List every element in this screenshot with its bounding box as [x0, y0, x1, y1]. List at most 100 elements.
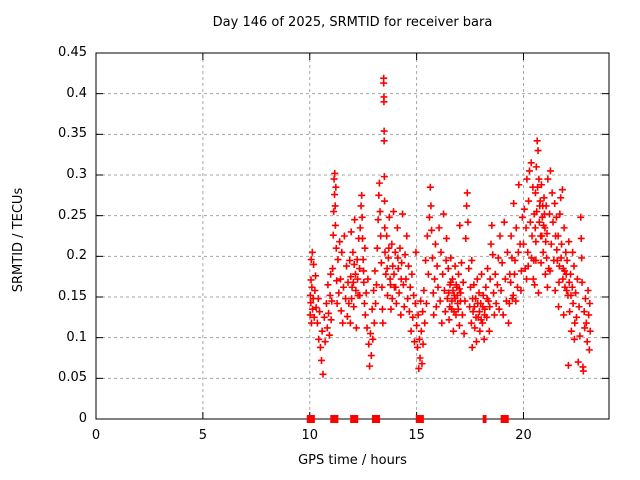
data-point — [331, 169, 339, 177]
data-point — [517, 286, 525, 294]
data-point — [331, 191, 339, 199]
data-point — [380, 173, 388, 181]
x-tick-label: 15 — [408, 428, 425, 443]
y-tick-label: 0 — [78, 411, 87, 426]
data-point — [564, 361, 572, 369]
data-point — [477, 316, 485, 324]
data-point — [393, 224, 401, 232]
data-point — [573, 275, 581, 283]
data-point — [381, 248, 389, 256]
data-point — [541, 224, 549, 232]
data-point — [577, 213, 585, 221]
data-point — [482, 283, 490, 291]
data-point — [329, 231, 337, 239]
data-point — [472, 338, 480, 346]
data-point — [319, 370, 327, 378]
data-point — [476, 327, 484, 335]
data-point — [554, 232, 562, 240]
data-point — [549, 218, 557, 226]
data-point — [415, 365, 423, 373]
data-point — [581, 295, 589, 303]
data-point — [399, 210, 407, 218]
data-point — [569, 248, 577, 256]
y-tick-label: 0.1 — [66, 329, 87, 345]
data-point — [582, 319, 590, 327]
data-point — [463, 202, 471, 210]
data-point — [425, 213, 433, 221]
data-point — [307, 299, 315, 307]
data-point — [522, 275, 530, 283]
data-point — [360, 278, 368, 286]
data-point — [557, 194, 565, 202]
data-point — [462, 234, 470, 242]
data-point — [318, 356, 326, 364]
data-point — [385, 244, 393, 252]
data-point — [578, 254, 586, 262]
data-point — [366, 362, 374, 370]
data-point — [532, 256, 540, 264]
data-point — [312, 304, 320, 312]
data-point — [534, 147, 542, 155]
data-points — [306, 74, 594, 378]
data-point — [467, 319, 475, 327]
data-point — [543, 230, 551, 238]
data-point — [422, 300, 430, 308]
data-point — [486, 275, 494, 283]
data-point — [533, 208, 541, 216]
data-point — [451, 262, 459, 270]
data-point — [470, 281, 478, 289]
data-point — [392, 300, 400, 308]
data-point — [532, 163, 540, 171]
data-point — [384, 291, 392, 299]
data-point — [515, 181, 523, 189]
data-point — [308, 248, 316, 256]
data-point — [497, 286, 505, 294]
data-point — [445, 316, 453, 324]
data-point — [528, 232, 536, 240]
data-point — [316, 343, 324, 351]
data-point — [388, 295, 396, 303]
data-point — [536, 197, 544, 205]
data-point — [443, 234, 451, 242]
data-point — [553, 256, 561, 264]
data-point — [463, 189, 471, 197]
data-point — [524, 262, 532, 270]
data-point — [510, 199, 518, 207]
data-point — [400, 303, 408, 311]
data-point — [390, 270, 398, 278]
data-point — [387, 281, 395, 289]
data-point — [411, 300, 419, 308]
data-point — [567, 291, 575, 299]
data-point — [359, 234, 367, 242]
data-point — [362, 289, 370, 297]
y-tick-label: 0.2 — [66, 248, 87, 264]
data-point — [546, 210, 554, 218]
data-point — [505, 319, 513, 327]
data-point — [377, 232, 385, 240]
data-point — [443, 295, 451, 303]
data-point — [363, 324, 371, 332]
data-point — [431, 275, 439, 283]
data-point — [385, 213, 393, 221]
data-point — [395, 289, 403, 297]
data-point — [524, 248, 532, 256]
data-point — [562, 248, 570, 256]
data-point — [419, 308, 427, 316]
data-point — [543, 254, 551, 262]
data-point — [514, 283, 522, 291]
data-point — [480, 335, 488, 343]
data-point — [417, 297, 425, 305]
data-point — [337, 307, 345, 315]
data-point — [559, 275, 567, 283]
data-point — [455, 321, 463, 329]
data-point — [423, 232, 431, 240]
data-point — [349, 248, 357, 256]
data-point — [382, 270, 390, 278]
data-point — [351, 270, 359, 278]
data-point — [569, 300, 577, 308]
data-point — [553, 246, 561, 254]
data-point — [320, 313, 328, 321]
baseline-marker — [350, 415, 359, 423]
data-point — [525, 197, 533, 205]
baseline-marker — [330, 415, 339, 423]
